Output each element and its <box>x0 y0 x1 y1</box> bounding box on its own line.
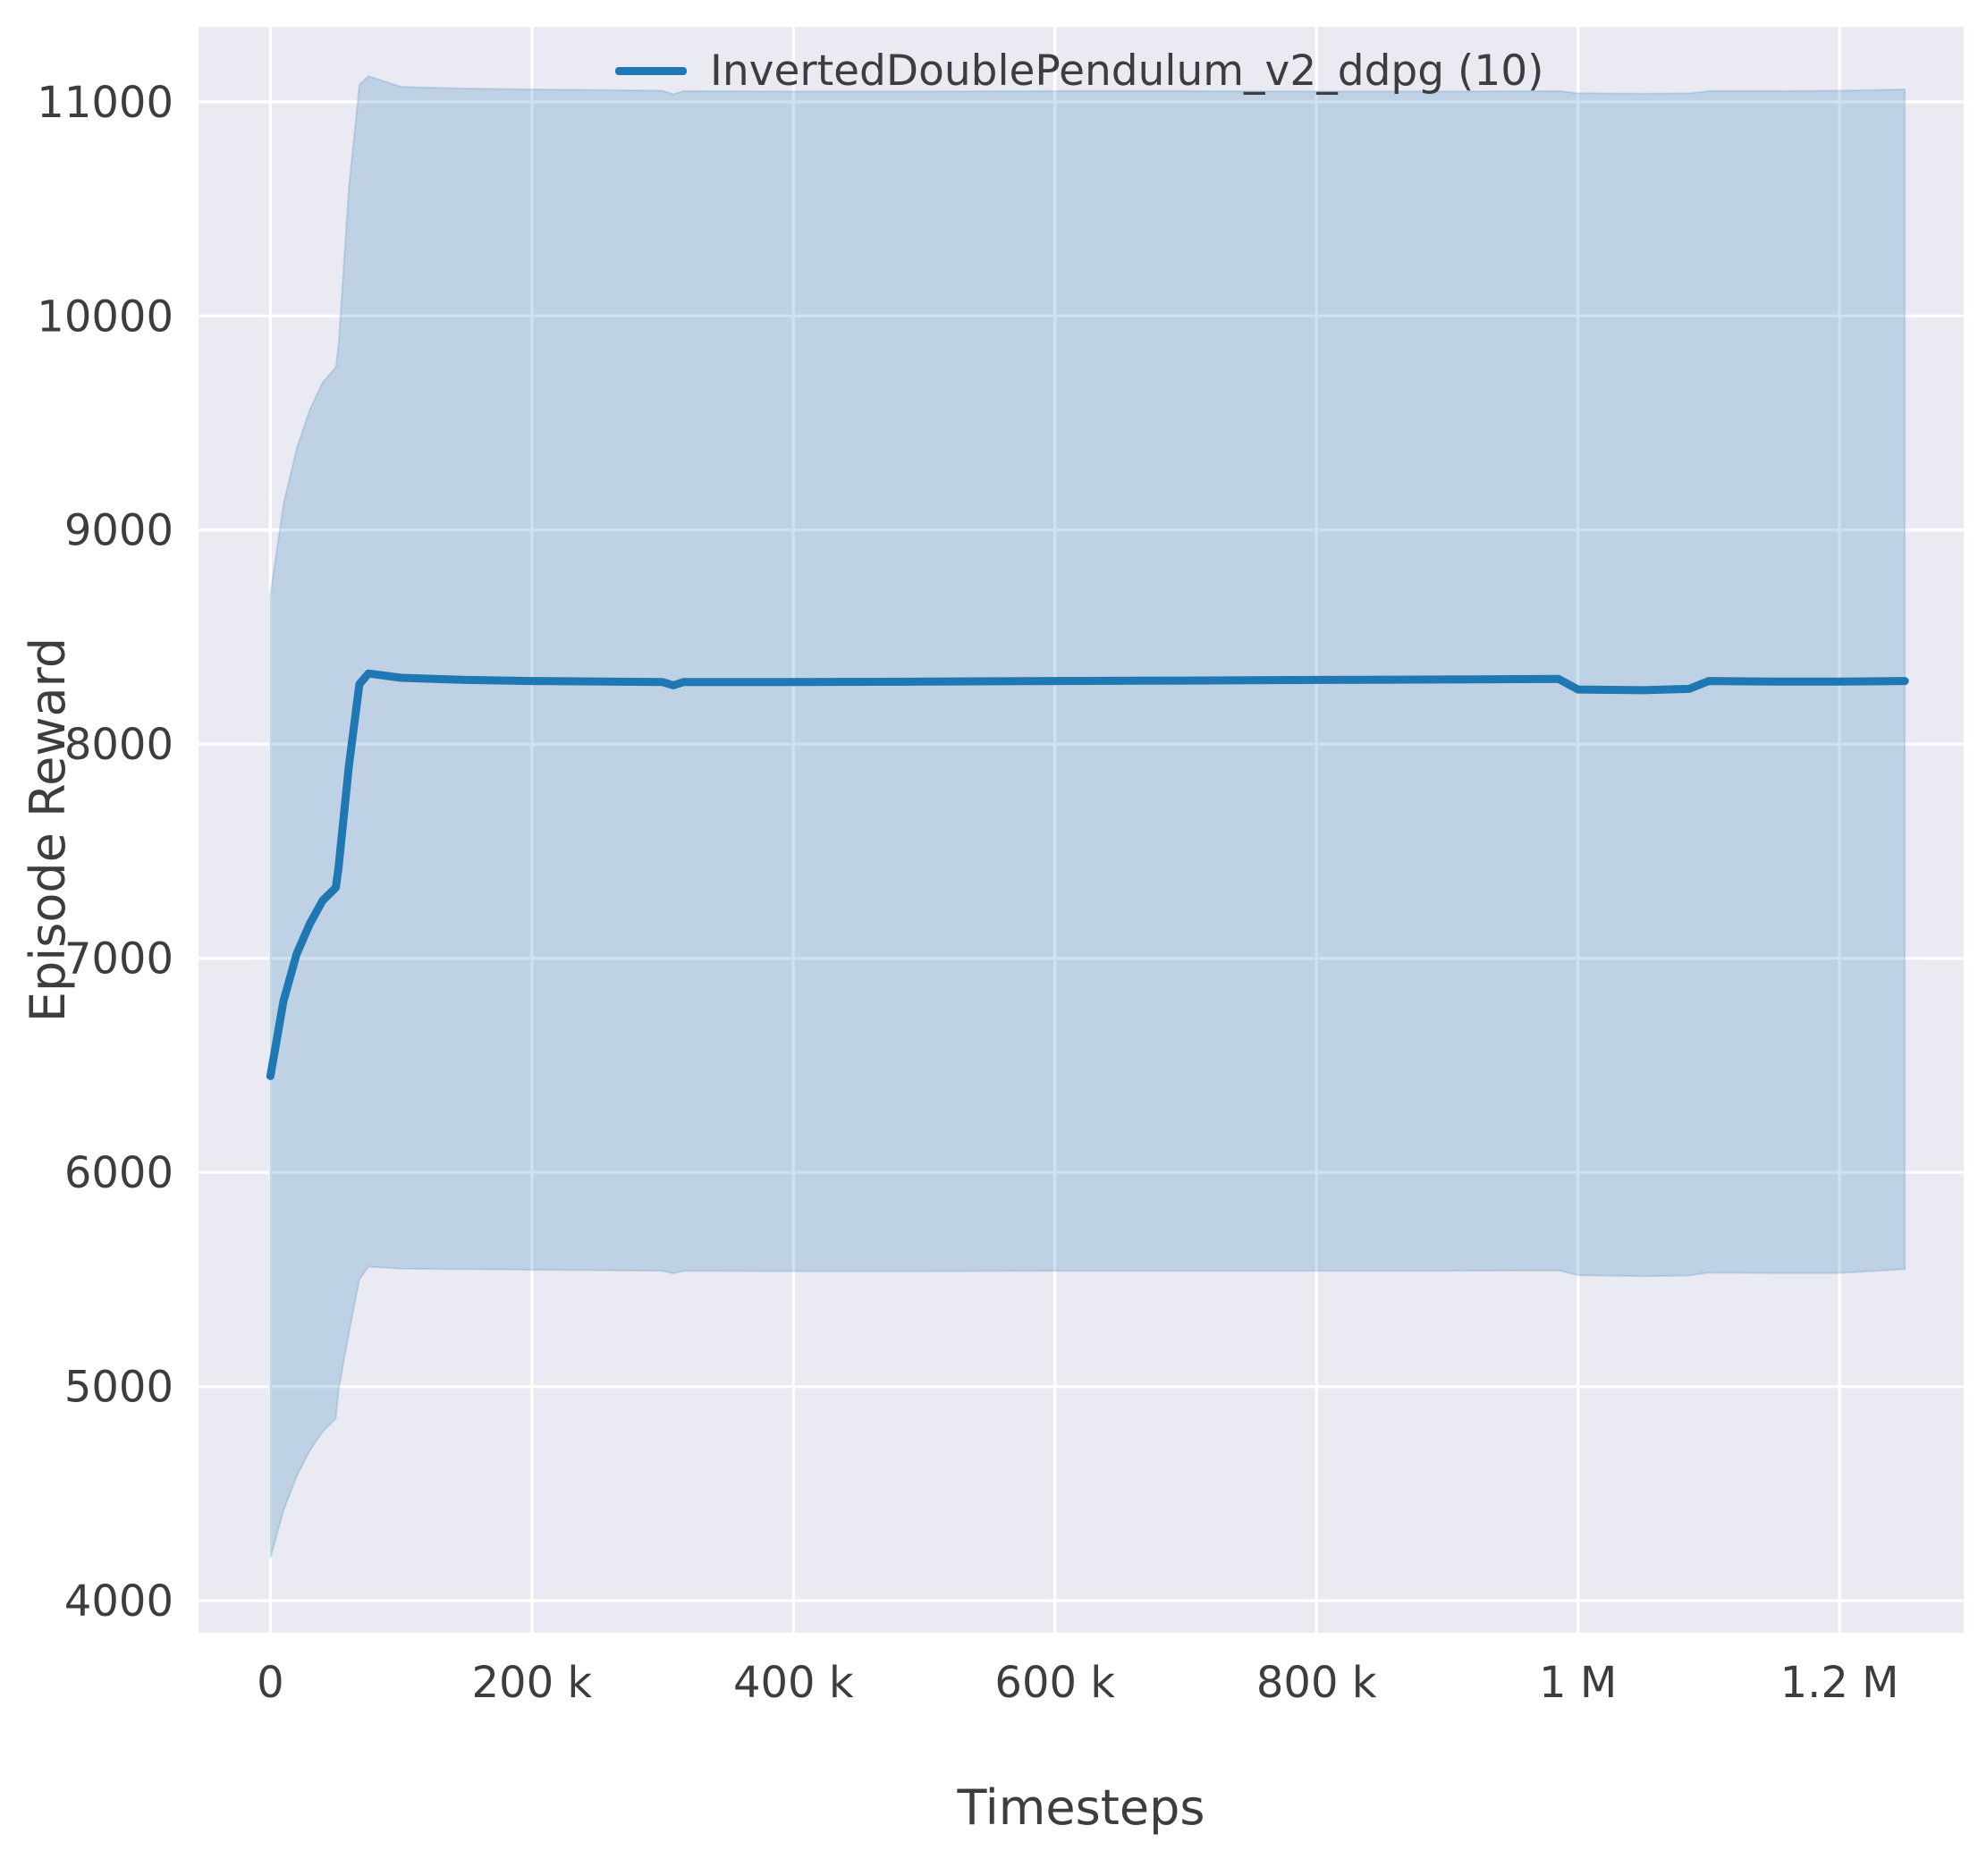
legend[interactable]: InvertedDoublePendulum_v2_ddpg (10) <box>615 46 1544 96</box>
y-tick-label: 5000 <box>64 1363 173 1413</box>
x-tick-label: 800 k <box>1256 1658 1377 1708</box>
y-tick-label: 11000 <box>37 78 173 128</box>
y-tick-label: 9000 <box>64 506 173 556</box>
y-tick-label: 7000 <box>64 934 173 984</box>
x-tick-label: 1.2 M <box>1780 1658 1899 1708</box>
y-tick-label: 4000 <box>64 1576 173 1627</box>
legend-line-swatch <box>615 67 687 75</box>
y-tick-label: 10000 <box>37 292 173 342</box>
x-axis-label: Timesteps <box>957 1779 1205 1836</box>
x-tick-label: 600 k <box>994 1658 1115 1708</box>
mean-line <box>266 669 1909 1080</box>
x-tick-label: 1 M <box>1539 1658 1617 1708</box>
y-axis-label: Episode Reward <box>20 637 76 1023</box>
plot-area <box>199 27 1964 1633</box>
legend-label: InvertedDoublePendulum_v2_ddpg (10) <box>710 46 1544 96</box>
confidence-band <box>269 74 1906 1559</box>
x-tick-label: 400 k <box>733 1658 854 1708</box>
y-tick-label: 8000 <box>64 720 173 770</box>
x-tick-label: 0 <box>257 1658 284 1708</box>
x-tick-label: 200 k <box>472 1658 593 1708</box>
y-tick-label: 6000 <box>64 1148 173 1198</box>
